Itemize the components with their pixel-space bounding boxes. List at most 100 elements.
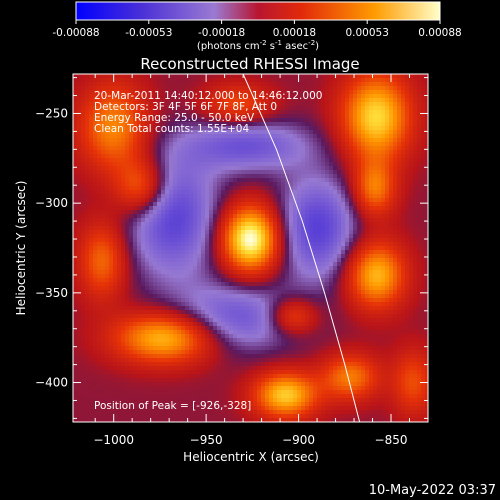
heatmap-cell [341, 262, 346, 267]
heatmap-cell [81, 286, 86, 291]
heatmap-cell [153, 250, 158, 255]
heatmap-cell [365, 170, 370, 175]
heatmap-cell [177, 130, 182, 135]
heatmap-cell [141, 142, 146, 147]
heatmap-cell [353, 198, 358, 203]
heatmap-cell [133, 122, 138, 127]
heatmap-cell [197, 106, 202, 111]
heatmap-cell [205, 282, 210, 287]
heatmap-cell [345, 78, 350, 83]
heatmap-cell [321, 166, 326, 171]
heatmap-cell [153, 218, 158, 223]
heatmap-cell [285, 258, 290, 263]
heatmap-cell [233, 226, 238, 231]
heatmap-cell [285, 114, 290, 119]
heatmap-cell [137, 186, 142, 191]
heatmap-cell [161, 158, 166, 163]
heatmap-cell [273, 142, 278, 147]
heatmap-cell [353, 146, 358, 151]
heatmap-cell [101, 146, 106, 151]
heatmap-cell [213, 90, 218, 95]
heatmap-cell [289, 242, 294, 247]
heatmap-cell [205, 82, 210, 87]
heatmap-cell [165, 122, 170, 127]
heatmap-cell [269, 122, 274, 127]
heatmap-cell [281, 158, 286, 163]
heatmap-cell [113, 178, 118, 183]
heatmap-cell [185, 270, 190, 275]
heatmap-cell [77, 174, 82, 179]
heatmap-cell [81, 194, 86, 199]
heatmap-cell [377, 254, 382, 259]
heatmap-cell [101, 138, 106, 143]
heatmap-cell [261, 178, 266, 183]
heatmap-cell [405, 182, 410, 187]
heatmap-cell [309, 110, 314, 115]
heatmap-cell [377, 90, 382, 95]
heatmap-cell [225, 286, 230, 291]
heatmap-cell [225, 78, 230, 83]
heatmap-cell [389, 218, 394, 223]
heatmap-cell [273, 130, 278, 135]
heatmap-cell [133, 294, 138, 299]
heatmap-cell [229, 270, 234, 275]
heatmap-cell [389, 150, 394, 155]
heatmap-cell [225, 86, 230, 91]
heatmap-cell [177, 146, 182, 151]
heatmap-cell [173, 166, 178, 171]
heatmap-cell [333, 90, 338, 95]
heatmap-cell [209, 86, 214, 91]
heatmap-cell [277, 94, 282, 99]
heatmap-cell [145, 150, 150, 155]
heatmap-cell [117, 118, 122, 123]
heatmap-cell [297, 198, 302, 203]
heatmap-cell [293, 142, 298, 147]
heatmap-cell [85, 202, 90, 207]
heatmap-cell [293, 238, 298, 243]
heatmap-cell [97, 258, 102, 263]
heatmap-cell [325, 234, 330, 239]
heatmap-cell [373, 78, 378, 83]
heatmap-cell [309, 142, 314, 147]
heatmap-cell [381, 278, 386, 283]
heatmap-cell [189, 182, 194, 187]
heatmap-cell [137, 282, 142, 287]
heatmap-cell [121, 278, 126, 283]
heatmap-cell [93, 282, 98, 287]
heatmap-cell [205, 234, 210, 239]
heatmap-cell [389, 266, 394, 271]
heatmap-cell [409, 242, 414, 247]
heatmap-cell [277, 178, 282, 183]
heatmap-cell [85, 210, 90, 215]
heatmap-cell [421, 150, 426, 155]
heatmap-cell [349, 130, 354, 135]
heatmap-cell [277, 278, 282, 283]
heatmap-cell [361, 194, 366, 199]
heatmap-cell [97, 282, 102, 287]
heatmap-cell [285, 254, 290, 259]
heatmap-cell [405, 146, 410, 151]
heatmap-cell [177, 198, 182, 203]
heatmap-cell [173, 114, 178, 119]
heatmap-cell [309, 202, 314, 207]
heatmap-cell [185, 166, 190, 171]
heatmap-cell [381, 118, 386, 123]
heatmap-cell [397, 150, 402, 155]
heatmap-cell [281, 162, 286, 167]
heatmap-cell [381, 230, 386, 235]
heatmap-cell [293, 258, 298, 263]
heatmap-cell [173, 198, 178, 203]
heatmap-cell [85, 78, 90, 83]
heatmap-cell [205, 166, 210, 171]
heatmap-cell [285, 182, 290, 187]
heatmap-cell [197, 102, 202, 107]
heatmap-cell [397, 214, 402, 219]
heatmap-cell [193, 238, 198, 243]
heatmap-cell [357, 106, 362, 111]
heatmap-cell [209, 74, 214, 79]
heatmap-cell [77, 210, 82, 215]
heatmap-cell [409, 178, 414, 183]
heatmap-cell [273, 254, 278, 259]
heatmap-cell [401, 278, 406, 283]
heatmap-cell [149, 166, 154, 171]
